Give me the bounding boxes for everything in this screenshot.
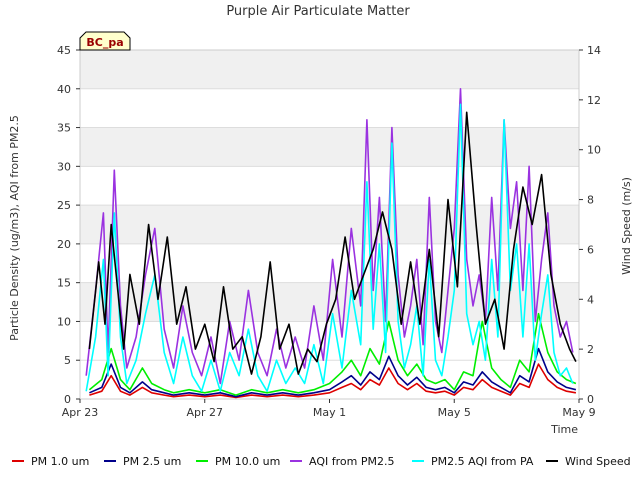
y-tick-label: 20 xyxy=(57,238,71,251)
series-line-pm-10-0-um xyxy=(88,312,577,396)
y-tick-label: 10 xyxy=(57,315,71,328)
x-tick-label: Apr 23 xyxy=(62,406,99,419)
y-tick-label: 5 xyxy=(64,354,71,367)
legend-label-pm-10-0-um: PM 10.0 um xyxy=(215,455,280,468)
shaded-band xyxy=(80,127,579,167)
y2-tick-label: 10 xyxy=(587,144,601,157)
shaded-band xyxy=(80,50,579,89)
series-line-pm2-5-aqi-from-pa xyxy=(85,103,574,393)
x-tick-label: May 5 xyxy=(438,406,471,419)
y-tick-label: 35 xyxy=(57,122,71,135)
x-tick-label: Apr 27 xyxy=(186,406,223,419)
x-axis-label: Time xyxy=(550,423,578,436)
y-tick-label: 40 xyxy=(57,83,71,96)
y2-tick-label: 14 xyxy=(587,44,601,57)
y2-tick-label: 6 xyxy=(587,243,594,256)
legend: PM 1.0 um PM 2.5 um PM 10.0 um AQI from PM2… xyxy=(12,455,631,468)
y2-axis-label: Wind Speed (m/s) xyxy=(620,177,633,275)
legend-label-wind-speed: Wind Speed xyxy=(565,455,631,468)
y-axis-label: Particle Density (ug/m3), AQI from PM2.5 xyxy=(8,115,21,341)
axes: 0 5 10 15 20 25 30 35 40 45 0 2 4 6 8 10 12 14 Apr 23 Apr 2… xyxy=(57,44,601,419)
y2-tick-label: 4 xyxy=(587,293,594,306)
y-tick-label: 15 xyxy=(57,277,71,290)
y-tick-label: 25 xyxy=(57,199,71,212)
y-tick-label: 45 xyxy=(57,44,71,57)
y2-tick-label: 0 xyxy=(587,393,594,406)
series-line-wind-speed xyxy=(88,111,577,375)
y-tick-label: 0 xyxy=(64,393,71,406)
series-line-pm-1-0-um xyxy=(89,363,577,399)
y-tick-label: 30 xyxy=(57,160,71,173)
shaded-band xyxy=(80,205,579,244)
station-badge: BC_pa xyxy=(79,31,131,51)
station-badge-label: BC_pa xyxy=(86,36,123,49)
series-line-pm-2-5-um xyxy=(89,347,577,398)
series-layer xyxy=(85,88,577,399)
legend-label-pm2-5-aqi-from-pa: PM2.5 AQI from PA xyxy=(431,455,534,468)
y2-tick-label: 2 xyxy=(587,343,594,356)
x-tick-label: May 1 xyxy=(313,406,346,419)
x-tick-label: May 9 xyxy=(562,406,595,419)
y2-tick-label: 8 xyxy=(587,194,594,207)
y2-tick-label: 12 xyxy=(587,94,601,107)
legend-label-pm-2-5-um: PM 2.5 um xyxy=(123,455,181,468)
chart-title: Purple Air Particulate Matter xyxy=(226,4,410,19)
legend-label-pm-1-0-um: PM 1.0 um xyxy=(31,455,89,468)
legend-label-aqi-from-pm2-5: AQI from PM2.5 xyxy=(309,455,394,468)
